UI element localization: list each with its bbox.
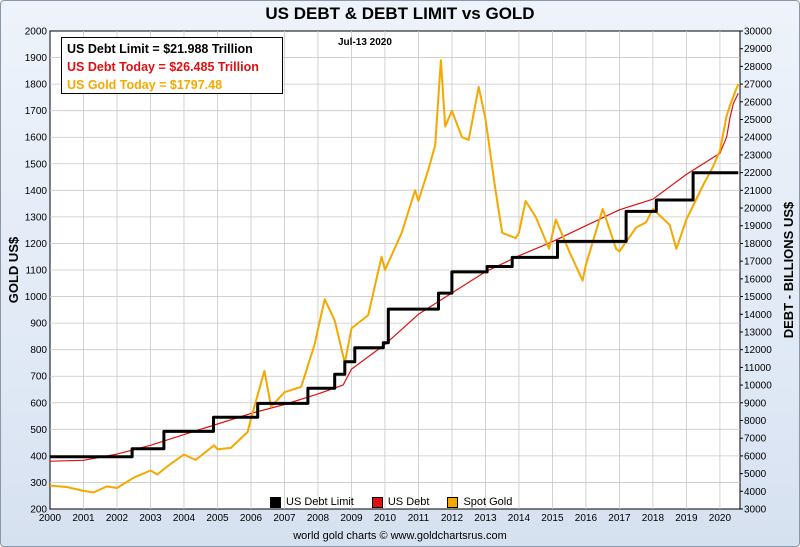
date-label: Jul-13 2020 [338, 37, 392, 48]
x-tick-label: 2015 [541, 513, 564, 524]
right-tick-label: 6000 [744, 451, 767, 462]
right-tick-label: 15000 [744, 292, 772, 303]
right-tick-label: 30000 [744, 27, 772, 38]
x-tick-label: 2001 [72, 513, 95, 524]
series-layer [49, 59, 740, 494]
x-tick-label: 2018 [642, 513, 665, 524]
right-tick-label: 25000 [744, 115, 772, 126]
right-tick-label: 27000 [744, 80, 772, 91]
legend-label-debt-limit: US Debt Limit [286, 496, 354, 508]
x-tick-label: 2007 [273, 513, 296, 524]
left-tick-label: 700 [30, 372, 47, 383]
right-axis-title: DEBT - BILLIONS US$ [781, 201, 796, 338]
right-tick-label: 19000 [744, 221, 772, 232]
legend-item-debt-limit: US Debt Limit [270, 496, 354, 508]
x-tick-label: 2006 [240, 513, 263, 524]
x-tick-label: 2010 [374, 513, 397, 524]
left-tick-label: 1200 [25, 239, 48, 250]
left-tick-label: 800 [30, 345, 47, 356]
right-tick-label: 24000 [744, 133, 772, 144]
right-tick-label: 22000 [744, 168, 772, 179]
right-tick-label: 16000 [744, 274, 772, 285]
right-tick-label: 26000 [744, 97, 772, 108]
right-tick-label: 17000 [744, 257, 772, 268]
grid-lines [50, 31, 740, 509]
right-tick-label: 9000 [744, 398, 767, 409]
x-tick-label: 2008 [307, 513, 330, 524]
left-tick-label: 1400 [25, 186, 48, 197]
x-tick-label: 2020 [709, 513, 732, 524]
right-tick-label: 20000 [744, 204, 772, 215]
right-tick-label: 13000 [744, 327, 772, 338]
right-tick-label: 23000 [744, 150, 772, 161]
right-tick-label: 28000 [744, 62, 772, 73]
left-tick-label: 500 [30, 425, 47, 436]
debt-limit-readout: US Debt Limit = $21.988 Trillion [67, 42, 253, 56]
x-tick-label: 2004 [173, 513, 196, 524]
left-tick-label: 1500 [25, 159, 48, 170]
info-box: US Debt Limit = $21.988 Trillion US Debt… [61, 37, 283, 94]
legend-swatch-spot-gold [447, 496, 459, 508]
right-tick-label: 11000 [744, 363, 772, 374]
x-tick-label: 2013 [474, 513, 497, 524]
left-tick-label: 1000 [25, 292, 48, 303]
right-tick-label: 5000 [744, 469, 767, 480]
left-tick-label: 300 [30, 478, 47, 489]
series-line-us-debt-limit [50, 171, 739, 459]
x-tick-label: 2002 [106, 513, 129, 524]
left-tick-label: 1700 [25, 106, 48, 117]
right-tick-label: 4000 [744, 487, 767, 498]
left-tick-label: 1800 [25, 80, 48, 91]
left-tick-label: 200 [30, 505, 47, 516]
left-axis-title: GOLD US$ [6, 236, 21, 303]
footer-credit: world gold charts © www.goldchartsrus.co… [293, 530, 507, 542]
x-tick-label: 2011 [408, 513, 430, 524]
x-tick-label: 2016 [575, 513, 598, 524]
legend-swatch-debt-limit [270, 496, 281, 508]
x-tick-label: 2003 [139, 513, 162, 524]
legend-item-spot-gold: Spot Gold [447, 496, 512, 508]
x-tick-label: 2017 [608, 513, 631, 524]
right-tick-label: 29000 [744, 44, 772, 55]
legend-label-spot-gold: Spot Gold [463, 496, 513, 508]
x-axis-ticks: 2000 2001 2002 2003 2004 2005 2006 2007 2008 2009… [39, 513, 732, 524]
x-tick-label: 2000 [39, 513, 62, 524]
left-axis-ticks: 200 300 400 500 600 700 800 900 1000 1100 1200 1300… [25, 27, 48, 516]
right-tick-label: 21000 [744, 186, 772, 197]
x-tick-label: 2012 [441, 513, 464, 524]
right-tick-label: 14000 [744, 310, 772, 321]
right-axis-ticks: 3000 4000 5000 6000 7000 8000 9000 10000 11000 12… [740, 27, 772, 516]
right-tick-label: 3000 [744, 505, 767, 516]
debt-today-readout: US Debt Today = $26.485 Trillion [67, 60, 259, 74]
right-tick-label: 18000 [744, 239, 772, 250]
x-tick-label: 2014 [508, 513, 531, 524]
left-tick-label: 1900 [25, 53, 48, 64]
x-tick-label: 2005 [206, 513, 229, 524]
left-tick-label: 600 [30, 398, 47, 409]
legend-swatch-debt [371, 496, 383, 508]
legend-item-debt: US Debt [371, 496, 430, 508]
right-tick-label: 12000 [744, 345, 772, 356]
legend-label-debt: US Debt [387, 496, 430, 508]
left-tick-label: 1600 [25, 133, 48, 144]
left-tick-label: 900 [30, 319, 47, 330]
right-tick-label: 7000 [744, 434, 767, 445]
legend: US Debt Limit US Debt Spot Gold [270, 496, 512, 508]
right-tick-label: 8000 [744, 416, 767, 427]
series-line-spot-gold [49, 59, 740, 494]
left-tick-label: 2000 [25, 27, 48, 38]
right-tick-label: 10000 [744, 381, 772, 392]
left-tick-label: 1100 [25, 266, 47, 277]
gold-today-readout: US Gold Today = $1797.48 [67, 78, 223, 92]
x-tick-label: 2009 [340, 513, 363, 524]
left-tick-label: 400 [30, 451, 47, 462]
left-tick-label: 1300 [25, 212, 48, 223]
x-tick-label: 2019 [675, 513, 698, 524]
chart-title: US DEBT & DEBT LIMIT vs GOLD [265, 4, 535, 23]
